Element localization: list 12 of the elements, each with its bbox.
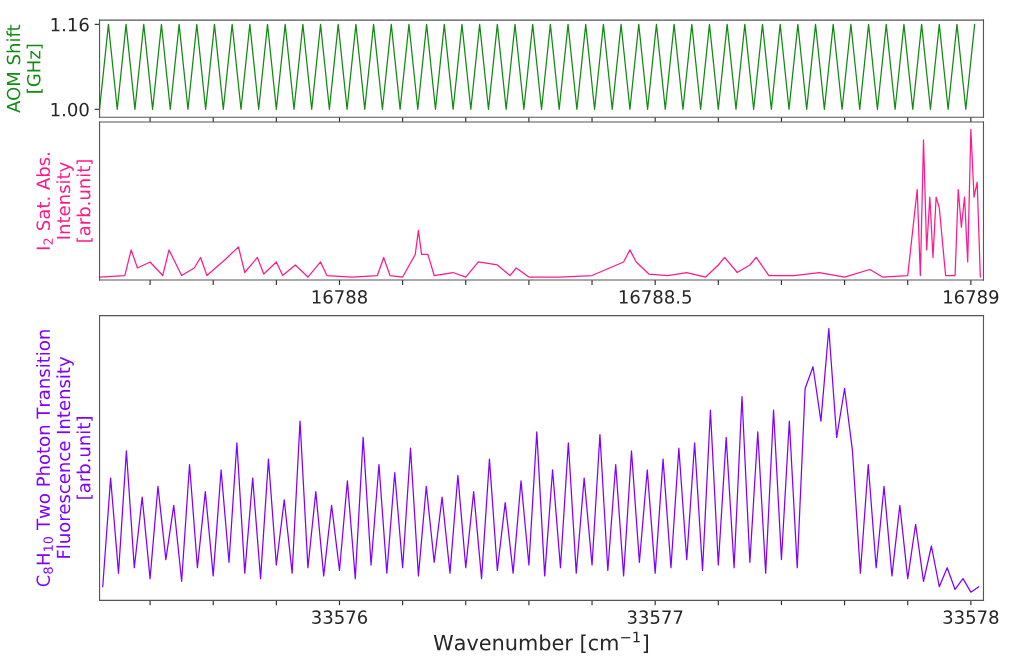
- x-tick-label: 33576: [312, 610, 368, 625]
- y-tick-label: 1.00: [51, 102, 89, 117]
- y-axis-title: C$_{8}$H$_{10}$ Two Photon Transition Fluorescence Intensity [arb.unit]: [36, 330, 93, 587]
- y-axis-title: I$_{2}$ Sat. Abs. Intensity [arb.unit]: [36, 153, 93, 250]
- x-tick-label: 16789: [944, 290, 999, 304]
- x-tick-label: 16788.5: [619, 290, 691, 304]
- x-axis-title: Wavenumber [cm$^{−1}$]: [433, 631, 649, 654]
- y-tick-label: 1.16: [51, 17, 89, 32]
- x-tick-label: 16788: [312, 290, 367, 304]
- y-axis-title: AOM Shift [GHz]: [6, 24, 43, 113]
- x-tick-label: 33578: [943, 610, 999, 625]
- x-tick-label: 33577: [627, 610, 683, 625]
